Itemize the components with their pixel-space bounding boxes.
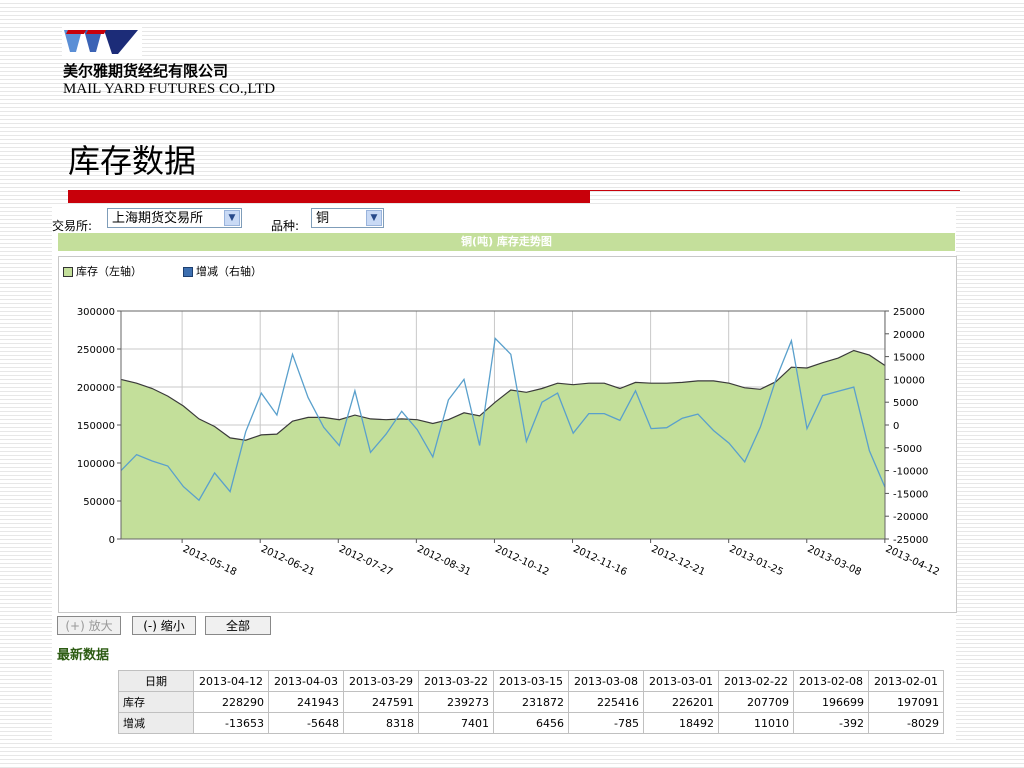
y-right-tick-label: 5000 [893, 398, 918, 409]
table-cell-inventory: 228290 [193, 691, 269, 713]
row-label-inventory: 库存 [118, 691, 194, 713]
table-cell-change: -392 [793, 712, 869, 734]
table-cell-inventory: 207709 [718, 691, 794, 713]
table-cell-change: 11010 [718, 712, 794, 734]
x-tick-label: 2012-11-16 [571, 544, 628, 579]
x-tick-label: 2013-03-08 [805, 544, 862, 579]
inventory-area [121, 350, 885, 539]
legend-swatch-inventory [63, 267, 73, 277]
table-cell-change: -5648 [268, 712, 344, 734]
table-cell-change: 7401 [418, 712, 494, 734]
y-right-tick-label: -25000 [893, 535, 928, 546]
legend-swatch-change [183, 267, 193, 277]
show-all-button[interactable]: 全部 [205, 616, 271, 635]
table-row-change: 增减 -13653 -5648 8318 7401 6456 -785 18492 11010… [118, 712, 944, 734]
y-right-tick-label: -5000 [893, 444, 922, 455]
change-line [120, 337, 886, 502]
y-right-tick-label: -15000 [893, 489, 928, 500]
table-cell-date: 2013-04-03 [268, 670, 344, 692]
legend-inventory-label: 库存（左轴） [76, 265, 142, 278]
exchange-select-value: 上海期货交易所 [112, 211, 204, 226]
chart-header: 铜(吨) 库存走势图 [58, 233, 955, 251]
table-cell-change: -785 [568, 712, 644, 734]
inventory-line [120, 349, 886, 441]
y-right-tick-label: 15000 [893, 353, 925, 364]
page-title: 库存数据 [68, 142, 197, 180]
company-name-en: MAIL YARD FUTURES CO.,LTD [63, 81, 276, 97]
table-cell-inventory: 247591 [343, 691, 419, 713]
table-cell-date: 2013-03-08 [568, 670, 644, 692]
latest-data-table: 日期 2013-04-12 2013-04-03 2013-03-29 2013-03… [118, 670, 944, 734]
y-left-tick-label: 50000 [83, 497, 115, 508]
x-tick-label: 2012-12-21 [649, 544, 706, 579]
legend-change-label: 增减（右轴） [196, 265, 262, 278]
y-right-tick-label: -20000 [893, 512, 928, 523]
x-tick-label: 2013-04-12 [884, 544, 941, 579]
x-tick-label: 2013-01-25 [727, 544, 784, 579]
table-cell-date: 2013-02-08 [793, 670, 869, 692]
table-cell-change: 6456 [493, 712, 569, 734]
row-label-change: 增减 [118, 712, 194, 734]
y-left-tick-label: 150000 [77, 421, 115, 432]
chart-container: 库存（左轴） 增减（右轴） 0 50000 100000 150000 200000 25… [58, 256, 957, 613]
company-logo [62, 26, 142, 58]
table-cell-change: -8029 [868, 712, 944, 734]
y-right-tick-label: 25000 [893, 307, 925, 318]
table-cell-date: 2013-03-29 [343, 670, 419, 692]
x-tick-label: 2012-08-31 [415, 544, 472, 579]
table-cell-change: -13653 [193, 712, 269, 734]
y-right-tick-label: 20000 [893, 330, 925, 341]
row-label-date: 日期 [118, 670, 194, 692]
table-cell-date: 2013-03-15 [493, 670, 569, 692]
latest-data-title: 最新数据 [57, 648, 110, 663]
x-tick-label: 2012-05-18 [181, 544, 238, 579]
chevron-down-icon: ▼ [366, 210, 382, 226]
table-cell-date: 2013-03-01 [643, 670, 719, 692]
company-name-cn: 美尔雅期货经纪有限公司 [63, 62, 229, 80]
table-cell-date: 2013-02-01 [868, 670, 944, 692]
y-left-tick-label: 0 [109, 535, 115, 546]
exchange-label: 交易所: [52, 219, 93, 233]
table-row-inventory: 库存 228290 241943 247591 239273 231872 225416 2… [118, 691, 944, 713]
legend-change: 增减（右轴） [183, 263, 262, 279]
variety-label: 品种: [271, 219, 300, 233]
table-cell-inventory: 197091 [868, 691, 944, 713]
y-right-tick-label: 10000 [893, 375, 925, 386]
table-cell-inventory: 196699 [793, 691, 869, 713]
table-cell-inventory: 231872 [493, 691, 569, 713]
y-right-tick-label: 0 [893, 421, 899, 432]
y-left-tick-label: 300000 [77, 307, 115, 318]
table-cell-change: 8318 [343, 712, 419, 734]
y-right-tick-label: -10000 [893, 467, 928, 478]
y-left-tick-label: 200000 [77, 383, 115, 394]
table-cell-date: 2013-02-22 [718, 670, 794, 692]
title-underline-line [590, 190, 960, 191]
table-cell-inventory: 226201 [643, 691, 719, 713]
zoom-in-button[interactable]: (+) 放大 [57, 616, 121, 635]
inventory-panel: 交易所: 上海期货交易所 ▼ 品种: 铜 ▼ 铜(吨) 库存走势图 库存（左轴）… [52, 204, 957, 740]
y-left-tick-label: 100000 [77, 459, 115, 470]
x-tick-label: 2012-07-27 [337, 544, 394, 579]
variety-select-value: 铜 [316, 211, 330, 226]
table-row-dates: 日期 2013-04-12 2013-04-03 2013-03-29 2013-03… [118, 670, 944, 692]
chevron-down-icon: ▼ [224, 210, 240, 226]
inventory-chart: 050000100000150000200000250000300000-250… [77, 307, 941, 579]
table-cell-date: 2013-04-12 [193, 670, 269, 692]
table-cell-change: 18492 [643, 712, 719, 734]
x-tick-label: 2012-10-12 [493, 544, 550, 579]
exchange-select[interactable]: 上海期货交易所 ▼ [107, 208, 242, 228]
y-left-tick-label: 250000 [77, 345, 115, 356]
table-cell-date: 2013-03-22 [418, 670, 494, 692]
table-cell-inventory: 239273 [418, 691, 494, 713]
variety-select[interactable]: 铜 ▼ [311, 208, 384, 228]
legend-inventory: 库存（左轴） [63, 263, 142, 279]
title-underline-bar [68, 190, 590, 203]
table-cell-inventory: 225416 [568, 691, 644, 713]
x-tick-label: 2012-06-21 [259, 544, 316, 579]
zoom-out-button[interactable]: (-) 缩小 [132, 616, 196, 635]
table-cell-inventory: 241943 [268, 691, 344, 713]
